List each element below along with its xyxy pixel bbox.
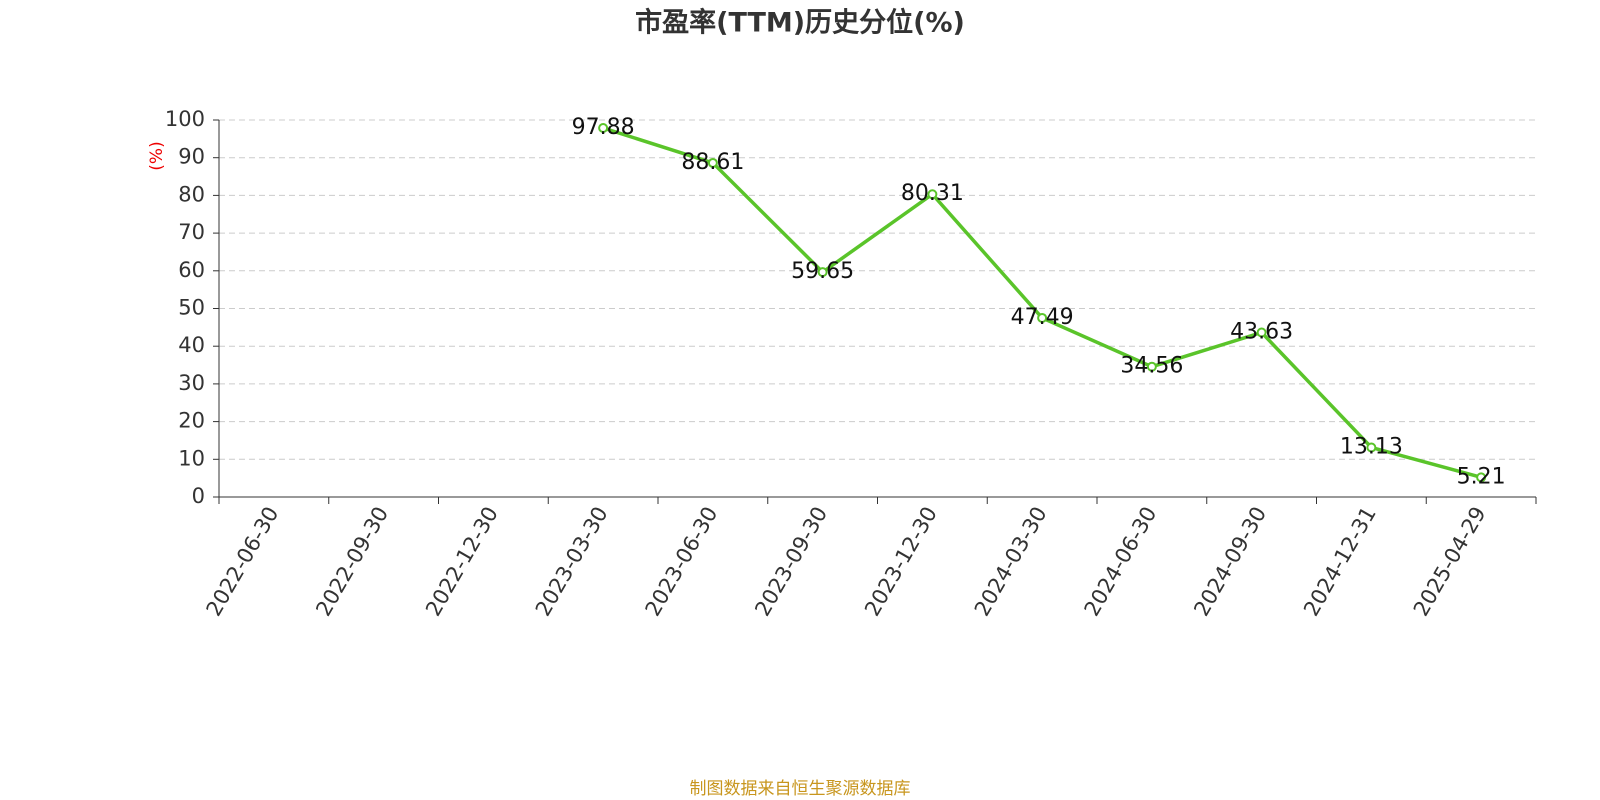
data-label: 5.21 <box>1457 464 1506 489</box>
data-label: 97.88 <box>572 115 635 140</box>
data-point <box>927 189 938 200</box>
y-tick-label: 60 <box>178 258 205 282</box>
y-tick-label: 40 <box>178 333 205 357</box>
x-tick-label: 2025-04-29 <box>1409 503 1491 621</box>
data-label: 47.49 <box>1011 305 1074 330</box>
x-tick-label: 2022-09-30 <box>311 503 393 621</box>
data-point <box>598 122 609 133</box>
source-note: 制图数据来自恒生聚源数据库 <box>690 779 911 799</box>
y-tick-label: 80 <box>178 182 205 206</box>
y-tick-label: 50 <box>178 296 205 320</box>
data-point <box>817 267 828 278</box>
data-point <box>1476 472 1487 483</box>
x-tick-label: 2022-06-30 <box>202 503 284 621</box>
y-tick-label: 10 <box>178 446 205 470</box>
y-axis-label: (%) <box>147 141 167 170</box>
x-tick-label: 2022-12-30 <box>421 503 503 621</box>
data-label: 13.13 <box>1340 434 1403 459</box>
y-tick-label: 70 <box>178 220 205 244</box>
data-label: 43.63 <box>1230 320 1293 345</box>
data-label: 80.31 <box>901 181 964 206</box>
y-tick-label: 30 <box>178 371 205 395</box>
data-point <box>1037 312 1048 323</box>
data-label: 34.56 <box>1120 354 1183 379</box>
x-tick-label: 2023-09-30 <box>750 503 832 621</box>
data-point <box>1366 442 1377 453</box>
data-label: 59.65 <box>791 259 854 284</box>
x-tick-label: 2023-12-30 <box>860 503 942 621</box>
x-tick-label: 2024-03-30 <box>970 503 1052 621</box>
y-tick-label: 20 <box>178 409 205 433</box>
x-tick-label: 2024-06-30 <box>1080 503 1162 621</box>
data-label: 88.61 <box>681 150 744 175</box>
data-point <box>1256 327 1267 338</box>
data-line <box>602 126 1482 480</box>
x-tick-label: 2023-06-30 <box>641 503 723 621</box>
x-tick-label: 2023-03-30 <box>531 503 613 621</box>
x-tick-label: 2024-12-31 <box>1299 503 1381 621</box>
x-tick-label: 2024-09-30 <box>1189 503 1271 621</box>
y-tick-label: 0 <box>192 484 205 508</box>
y-tick-label: 90 <box>178 145 205 169</box>
data-point <box>1146 361 1157 372</box>
data-point <box>707 157 718 168</box>
y-tick-label: 100 <box>165 107 205 131</box>
chart-title: 市盈率(TTM)历史分位(%) <box>635 7 965 39</box>
